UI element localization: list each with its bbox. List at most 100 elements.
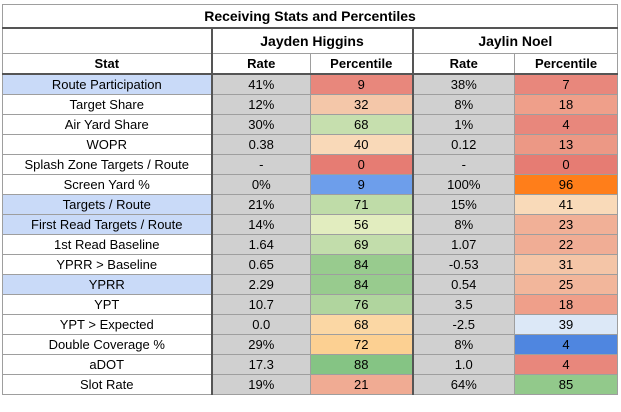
stat-label: Targets / Route [2, 194, 213, 215]
player1-percentile: 0 [310, 154, 414, 175]
table-row: aDOT 17.3 88 1.0 4 [2, 354, 619, 375]
player1-rate: 41% [211, 73, 311, 95]
player2-percentile: 31 [513, 254, 619, 275]
stat-label: YPRR [2, 274, 213, 295]
player2-percentile: 18 [513, 94, 619, 115]
stat-label: 1st Read Baseline [2, 234, 213, 255]
stat-label: Slot Rate [2, 374, 213, 395]
header-percentile-2: Percentile [513, 53, 619, 75]
stat-label: YPT [2, 294, 213, 315]
stat-label: YPT > Expected [2, 314, 213, 335]
player1-rate: 14% [211, 214, 311, 235]
player1-rate: 2.29 [211, 274, 311, 295]
player1-percentile: 21 [310, 374, 414, 395]
stat-label: Splash Zone Targets / Route [2, 154, 213, 175]
player1-percentile: 76 [310, 294, 414, 315]
player1-rate: - [211, 154, 311, 175]
column-header-row: Stat Rate Percentile Rate Percentile [2, 53, 619, 75]
table-row: YPT 10.7 76 3.5 18 [2, 294, 619, 315]
player2-percentile: 96 [513, 174, 619, 195]
player2-rate: 0.12 [412, 134, 515, 155]
stat-label: Double Coverage % [2, 334, 213, 355]
player1-rate: 0.0 [211, 314, 311, 335]
player1-rate: 30% [211, 114, 311, 135]
player1-percentile: 69 [310, 234, 414, 255]
table-row: WOPR 0.38 40 0.12 13 [2, 134, 619, 155]
stat-label: Air Yard Share [2, 114, 213, 135]
player1-percentile: 88 [310, 354, 414, 375]
player1-rate: 0.65 [211, 254, 311, 275]
table-row: Slot Rate 19% 21 64% 85 [2, 374, 619, 395]
table-row: 1st Read Baseline 1.64 69 1.07 22 [2, 234, 619, 255]
player1-percentile: 56 [310, 214, 414, 235]
player2-percentile: 4 [513, 114, 619, 135]
player2-percentile: 0 [513, 154, 619, 175]
player1-percentile: 9 [310, 174, 414, 195]
header-stat: Stat [2, 53, 213, 75]
player2-rate: 8% [412, 94, 515, 115]
player2-percentile: 4 [513, 354, 619, 375]
player2-rate: 100% [412, 174, 515, 195]
header-percentile-1: Percentile [310, 53, 414, 75]
player2-percentile: 85 [513, 374, 619, 395]
player2-percentile: 7 [513, 73, 619, 95]
player2-percentile: 18 [513, 294, 619, 315]
player-name-1: Jayden Higgins [211, 27, 414, 54]
player1-percentile: 9 [310, 73, 414, 95]
player1-rate: 19% [211, 374, 311, 395]
table-row: YPRR > Baseline 0.65 84 -0.53 31 [2, 254, 619, 275]
player2-rate: 8% [412, 214, 515, 235]
player-header-blank [2, 27, 213, 54]
player1-rate: 10.7 [211, 294, 311, 315]
stat-label: Target Share [2, 94, 213, 115]
title-row: Receiving Stats and Percentiles [1, 4, 619, 29]
table-row: YPRR 2.29 84 0.54 25 [2, 274, 619, 295]
player1-percentile: 84 [310, 254, 414, 275]
player-name-2: Jaylin Noel [411, 27, 619, 54]
table-row: Route Participation 41% 9 38% 7 [2, 73, 619, 95]
stat-label: Screen Yard % [2, 174, 213, 195]
player1-percentile: 71 [310, 194, 414, 215]
player2-percentile: 23 [513, 214, 619, 235]
table-row: Screen Yard % 0% 9 100% 96 [2, 174, 619, 195]
player1-rate: 0.38 [211, 134, 311, 155]
table-row: YPT > Expected 0.0 68 -2.5 39 [2, 314, 619, 335]
table-row: Double Coverage % 29% 72 8% 4 [2, 334, 619, 355]
player1-percentile: 68 [310, 314, 414, 335]
player2-rate: 1.07 [412, 234, 515, 255]
receiving-stats-table: Receiving Stats and Percentiles Jayden H… [1, 4, 619, 395]
player1-percentile: 40 [310, 134, 414, 155]
player2-percentile: 13 [513, 134, 619, 155]
table-row: Target Share 12% 32 8% 18 [2, 94, 619, 115]
player1-percentile: 68 [310, 114, 414, 135]
player-row: Jayden Higgins Jaylin Noel [2, 27, 619, 54]
player1-rate: 21% [211, 194, 311, 215]
player2-rate: 15% [412, 194, 515, 215]
player2-rate: 1.0 [412, 354, 515, 375]
stat-label: Route Participation [2, 73, 213, 95]
table-row: Splash Zone Targets / Route -0-0 [2, 154, 619, 175]
table-row: First Read Targets / Route 14% 56 8% 23 [2, 214, 619, 235]
player2-rate: 38% [412, 73, 515, 95]
player1-percentile: 32 [310, 94, 414, 115]
player1-rate: 1.64 [211, 234, 311, 255]
stats-table-container: Receiving Stats and Percentiles Jayden H… [1, 4, 619, 395]
player2-rate: 0.54 [412, 274, 515, 295]
player2-percentile: 41 [513, 194, 619, 215]
player1-rate: 29% [211, 334, 311, 355]
player2-rate: 3.5 [412, 294, 515, 315]
player2-percentile: 22 [513, 234, 619, 255]
table-title: Receiving Stats and Percentiles [1, 4, 619, 29]
header-rate-1: Rate [211, 53, 311, 75]
player2-rate: -0.53 [412, 254, 515, 275]
player2-rate: - [412, 154, 515, 175]
stat-label: aDOT [2, 354, 213, 375]
table-row: Targets / Route 21% 71 15% 41 [2, 194, 619, 215]
stat-label: YPRR > Baseline [2, 254, 213, 275]
player1-percentile: 72 [310, 334, 414, 355]
table-row: Air Yard Share 30% 68 1% 4 [2, 114, 619, 135]
player1-rate: 0% [211, 174, 311, 195]
player2-rate: 64% [412, 374, 515, 395]
player2-rate: -2.5 [412, 314, 515, 335]
player2-percentile: 25 [513, 274, 619, 295]
